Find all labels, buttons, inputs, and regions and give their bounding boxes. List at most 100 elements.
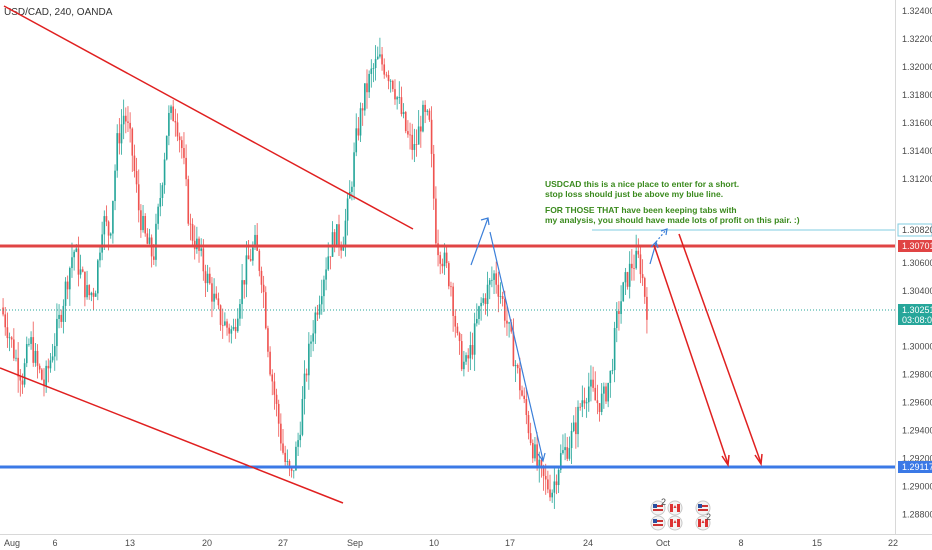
x-tick-label: 15 <box>812 538 822 548</box>
candle-body <box>301 398 304 435</box>
candle-body <box>626 272 629 287</box>
candle-body <box>643 278 646 297</box>
candle-body <box>41 369 43 380</box>
candle-body <box>603 386 605 394</box>
candle-body <box>165 135 168 160</box>
candle-body <box>208 273 211 284</box>
y-tick-label: 1.29600 <box>902 398 932 408</box>
candle-body <box>116 133 119 171</box>
candle-body <box>620 301 622 314</box>
candle-body <box>581 400 584 407</box>
candle-body <box>417 126 420 145</box>
candle-body <box>273 381 276 395</box>
candle-body <box>120 124 123 144</box>
candle-body <box>43 379 45 386</box>
candle-body <box>501 296 504 299</box>
candle-body <box>325 269 327 280</box>
x-tick-label: 22 <box>888 538 898 548</box>
candle-body <box>314 312 317 334</box>
candle-body <box>357 128 360 136</box>
candle-body <box>409 134 411 136</box>
candle-body <box>562 450 564 454</box>
candle-body <box>323 279 325 297</box>
candle-body <box>310 341 312 344</box>
candle-body <box>346 198 349 221</box>
annotation-line-2: stop loss should just be above my blue l… <box>545 189 723 199</box>
candle-body <box>579 406 581 408</box>
candle-body <box>351 186 353 192</box>
candle-body <box>75 248 78 252</box>
candle-body <box>420 126 422 132</box>
y-tick-label: 1.31800 <box>902 90 932 100</box>
candle-body <box>51 356 54 361</box>
candle-body <box>402 112 405 115</box>
candle-body <box>2 307 4 315</box>
candle-body <box>4 314 7 328</box>
lower-trendline <box>0 367 344 504</box>
candle-body <box>553 481 556 493</box>
x-tick-label: Aug <box>4 538 20 548</box>
candle-body <box>521 390 523 396</box>
y-tick-label: 1.29200 <box>902 454 932 464</box>
candle-body <box>542 465 545 476</box>
candle-body <box>540 459 543 466</box>
y-tick-label: 1.31400 <box>902 146 932 156</box>
candle-body <box>622 282 625 302</box>
candle-body <box>49 360 52 369</box>
candle-body <box>157 206 159 224</box>
candle-body <box>480 302 482 307</box>
candle-body <box>568 448 571 459</box>
candle-body <box>475 318 478 324</box>
candle-body <box>519 368 521 391</box>
candle-body <box>628 263 631 287</box>
candle-body <box>473 323 476 355</box>
candle-body <box>460 341 463 370</box>
candle-body <box>180 140 183 149</box>
candle-body <box>376 56 379 60</box>
candle-body <box>478 306 480 319</box>
candle-body <box>66 281 69 290</box>
candle-body <box>239 304 241 319</box>
candle-body <box>53 346 56 357</box>
event-flags[interactable]: 2 2 <box>650 497 711 531</box>
candle-body <box>159 197 162 207</box>
candle-body <box>129 122 131 129</box>
candle-body <box>527 415 530 434</box>
candle-body <box>62 305 65 322</box>
candle-body <box>590 379 592 387</box>
candle-body <box>372 68 375 69</box>
candle-body <box>152 256 155 260</box>
candle-body <box>97 260 99 294</box>
candle-body <box>245 255 248 285</box>
candle-body <box>30 337 32 344</box>
candle-body <box>387 75 390 82</box>
candle-body <box>131 128 134 156</box>
candle-body <box>60 314 63 322</box>
candle-body <box>514 365 517 367</box>
candle-body <box>228 327 230 334</box>
candle-body <box>215 293 218 299</box>
candle-body <box>585 402 588 404</box>
x-axis-ticks: Aug 6 13 20 27 Sep 10 17 24 Oct 8 15 22 <box>4 538 898 548</box>
candle-body <box>366 83 368 93</box>
candle-body <box>469 345 472 359</box>
candle-body <box>499 296 502 297</box>
candle-body <box>19 376 22 381</box>
candle-body <box>292 470 295 472</box>
candle-body <box>333 232 336 248</box>
candle-body <box>456 326 459 334</box>
candle-body <box>267 328 269 352</box>
candle-body <box>262 284 265 293</box>
candle-body <box>224 321 226 326</box>
x-tick-label: Sep <box>347 538 363 548</box>
candle-body <box>112 201 114 234</box>
candle-body <box>458 333 461 342</box>
candle-body <box>286 461 289 462</box>
y-tick-label: 1.29400 <box>902 426 932 436</box>
candle-body <box>484 298 487 305</box>
candle-body <box>566 447 569 459</box>
candle-body <box>84 271 86 298</box>
candle-body <box>81 269 84 272</box>
svg-text:1.30701: 1.30701 <box>902 241 932 251</box>
candle-body <box>217 298 220 306</box>
